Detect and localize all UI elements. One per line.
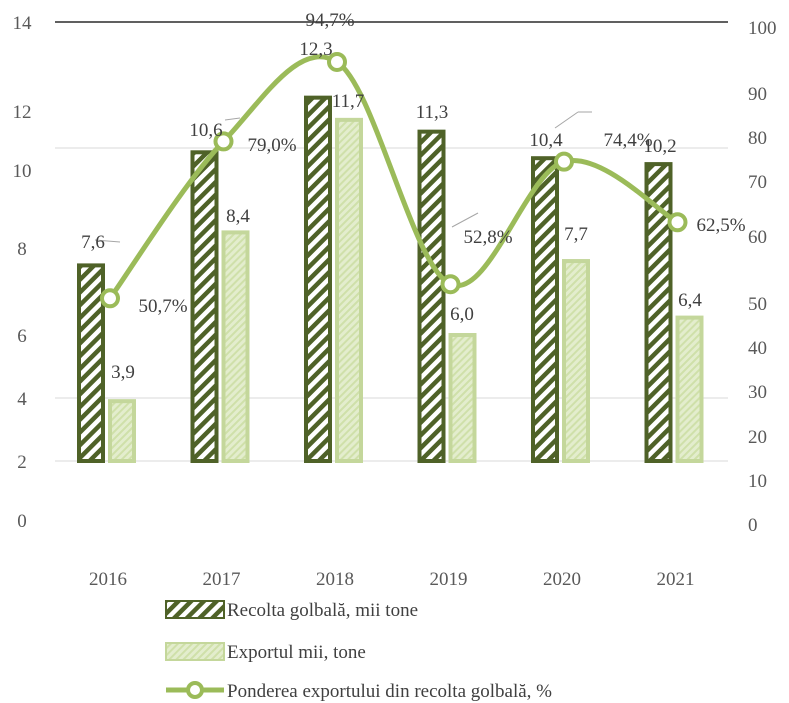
data-label-export: 8,4 [226,206,250,227]
line-marker [554,151,574,172]
line-marker [440,274,461,295]
y-right-tick-label: 70 [748,172,767,193]
x-tick-label: 2017 [203,569,241,590]
bar-recolta [417,129,446,463]
left-axis: 0 2 4 6 8 10 12 14 [13,13,33,532]
bar-export [221,230,250,463]
bar-recolta [77,263,105,463]
y-right-tick-label: 80 [748,128,767,149]
line-marker [327,51,347,72]
bar-export [675,315,704,463]
y-left-tick-label: 6 [17,326,27,347]
legend-label-pondere: Ponderea exportului din recolta golbală,… [227,681,552,702]
leader-line [554,111,579,129]
y-left-tick-label: 0 [17,511,27,532]
y-right-tick-label: 40 [748,338,767,359]
data-label-pondere: 52,8% [463,227,512,248]
data-labels: 7,6 10,6 12,3 11,3 10,4 10,2 3,9 8,4 11,7 6,0 7,7 6… [81,10,746,383]
gridlines [55,21,728,462]
data-label-recolta: 7,6 [81,232,105,253]
y-right-tick-label: 60 [748,227,767,248]
y-left-tick-label: 8 [17,239,27,260]
data-label-pondere: 74,4% [603,130,652,151]
data-label-pondere: 79,0% [247,135,296,156]
bar-recolta [304,95,332,464]
data-label-recolta: 10,6 [189,120,222,141]
right-axis: 0 10 20 30 40 50 60 70 80 90 100 [748,18,777,536]
y-left-tick-label: 14 [13,13,33,34]
data-label-export: 6,0 [450,304,474,325]
x-axis: 2016 2017 2018 2019 2020 2021 [89,569,695,590]
leader-line [451,212,479,228]
data-label-recolta: 12,3 [299,39,332,60]
line-marker [100,288,120,309]
x-tick-label: 2019 [430,569,468,590]
data-label-export: 6,4 [678,290,702,311]
y-left-tick-label: 12 [13,102,32,123]
y-right-tick-label: 10 [748,471,767,492]
legend-swatch-marker [186,681,204,699]
legend-swatch-export [165,642,225,661]
legend-item-pondere: Ponderea exportului din recolta golbală,… [166,681,552,702]
legend-swatch-recolta [165,600,225,619]
x-tick-label: 2021 [657,569,695,590]
y-right-tick-label: 100 [748,18,777,39]
data-label-pondere: 94,7% [305,10,354,31]
y-right-tick-label: 90 [748,84,767,105]
data-label-recolta: 10,4 [529,130,563,151]
data-label-recolta: 10,2 [643,136,676,157]
percent-line [100,51,688,309]
bar-export [108,399,136,463]
legend-label-export: Exportul mii, tone [227,642,366,663]
legend-item-export: Exportul mii, tone [165,642,366,663]
x-tick-label: 2018 [316,569,354,590]
bars [77,95,704,464]
line-marker [667,212,688,233]
data-label-pondere: 50,7% [138,296,187,317]
data-label-export: 3,9 [111,362,135,383]
bar-export [448,333,477,463]
data-label-export: 11,7 [332,91,365,112]
leader-line [94,239,121,243]
bar-export [335,117,363,463]
y-right-tick-label: 30 [748,382,767,403]
bar-recolta [190,150,219,464]
x-tick-label: 2020 [543,569,581,590]
line-marker [213,131,234,152]
legend-label-recolta: Recolta golbală, mii tone [227,600,418,621]
y-right-tick-label: 0 [748,515,758,536]
data-label-recolta: 11,3 [416,102,449,123]
y-left-tick-label: 4 [17,389,27,410]
y-right-tick-label: 50 [748,294,767,315]
legend-item-recolta: Recolta golbală, mii tone [165,600,418,621]
bar-recolta [531,156,559,463]
bar-export [562,259,590,463]
y-left-tick-label: 10 [13,161,32,182]
x-tick-label: 2016 [89,569,127,590]
data-label-pondere: 62,5% [696,215,745,236]
y-left-tick-label: 2 [17,452,27,473]
leader-line [224,117,241,121]
data-label-export: 7,7 [564,224,588,245]
y-right-tick-label: 20 [748,427,767,448]
legend: Recolta golbală, mii tone Exportul mii, … [165,600,552,702]
